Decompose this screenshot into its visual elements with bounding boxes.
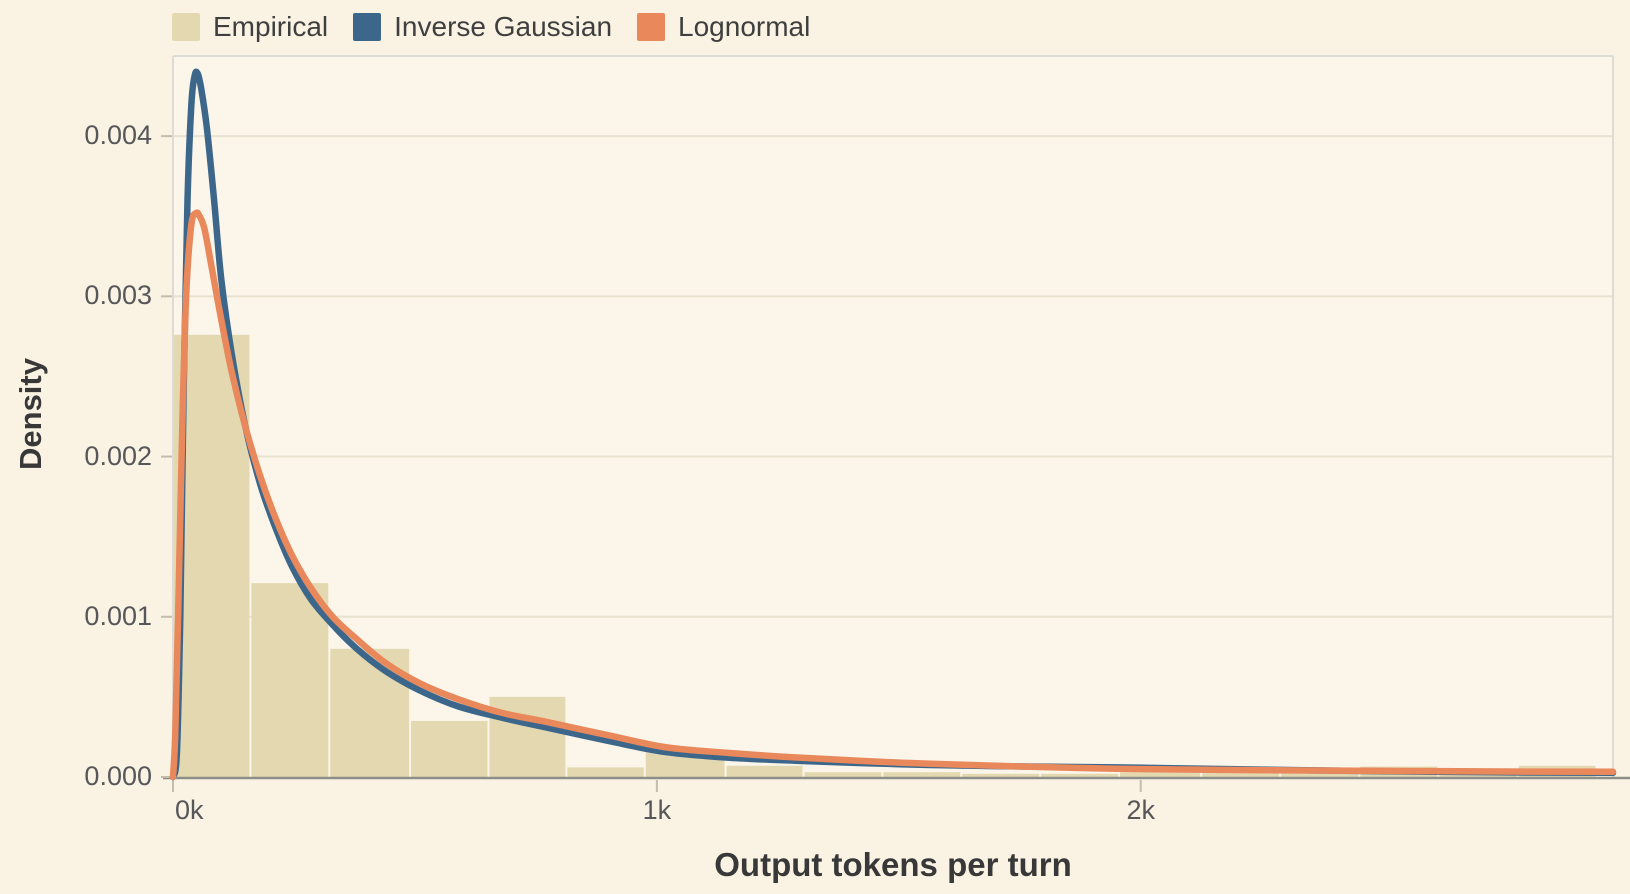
histogram-bar[interactable] [726, 765, 803, 777]
lognormal-curve[interactable] [169, 209, 1617, 781]
x-tick-label: 2k [1126, 795, 1155, 825]
y-tick-label: 0.000 [84, 761, 152, 791]
legend-entry-inverse-gaussian[interactable]: Inverse Gaussian [353, 11, 612, 43]
histogram-bar[interactable] [411, 720, 488, 777]
x-tick-label: 1k [642, 795, 672, 825]
legend-entry-lognormal[interactable]: Lognormal [637, 11, 810, 43]
legend: Empirical Inverse Gaussian Lognormal [172, 11, 810, 43]
y-tick-label: 0.004 [84, 120, 152, 151]
x-axis-title: Output tokens per turn [714, 846, 1072, 883]
histogram-bar[interactable] [251, 583, 329, 777]
plot-background [173, 56, 1613, 777]
histogram-bar[interactable] [962, 773, 1040, 777]
histogram-bar[interactable] [804, 772, 882, 777]
legend-entry-empirical[interactable]: Empirical [172, 11, 328, 43]
y-tick-label: 0.002 [84, 440, 152, 471]
legend-label-empirical: Empirical [213, 11, 329, 42]
y-tick-label: 0.003 [84, 280, 152, 311]
histogram-bar[interactable] [1281, 772, 1359, 777]
legend-label-lognormal: Lognormal [678, 11, 811, 42]
histogram-bar[interactable] [1119, 772, 1201, 777]
x-tick-label: 0k [175, 795, 204, 825]
histogram-bar[interactable] [883, 772, 961, 777]
histogram-bar[interactable] [1439, 773, 1517, 777]
histogram-bar[interactable] [567, 767, 644, 777]
legend-swatch-inverse-gaussian[interactable] [353, 13, 382, 41]
legend-swatch-empirical[interactable] [172, 13, 200, 41]
legend-label-inverse-gaussian: Inverse Gaussian [394, 11, 613, 42]
legend-swatch-lognormal[interactable] [637, 13, 666, 41]
histogram-bar[interactable] [1202, 770, 1280, 777]
histogram-bar[interactable] [489, 696, 566, 777]
y-tick-label: 0.001 [84, 600, 152, 631]
histogram-bar[interactable] [1041, 773, 1118, 777]
